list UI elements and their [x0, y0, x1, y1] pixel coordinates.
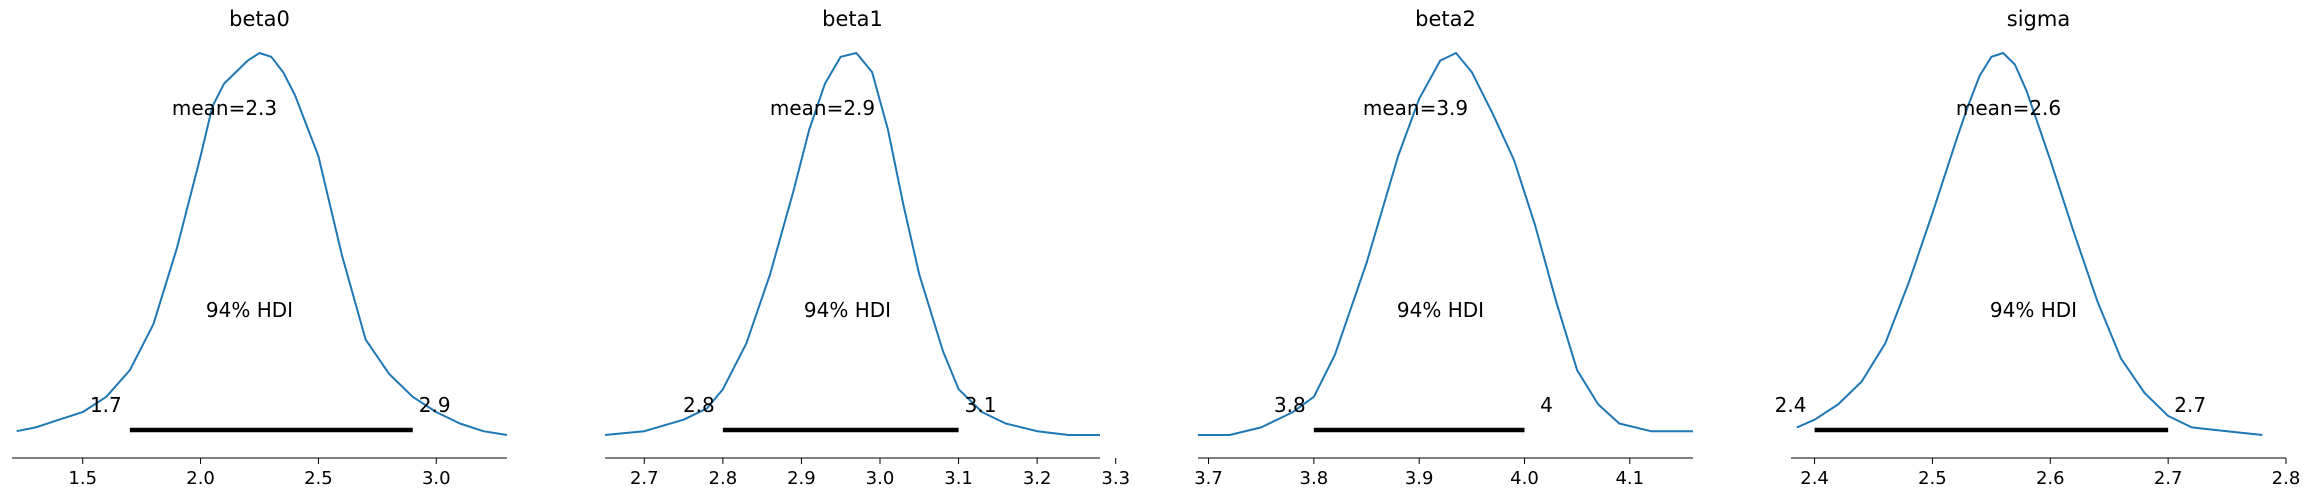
- mean-label: mean=3.9: [1363, 96, 1468, 120]
- panel-sigma: sigma mean=2.6 94% HDI 2.4 2.7 2.4 2.5 2.6 2.7 2.…: [1775, 7, 2301, 489]
- x-tick-label: 2.5: [304, 468, 333, 489]
- hdi-label: 94% HDI: [206, 298, 293, 322]
- hdi-low-label: 2.8: [683, 393, 715, 417]
- mean-label: mean=2.9: [770, 96, 875, 120]
- density-curve: [16, 52, 508, 436]
- hdi-label: 94% HDI: [1397, 298, 1484, 322]
- x-tick-label: 3.0: [422, 468, 451, 489]
- hdi-high-label: 4: [1540, 393, 1553, 417]
- hdi-label: 94% HDI: [804, 298, 891, 322]
- x-tick-label: 4.1: [1615, 468, 1644, 489]
- panel-beta1: beta1 mean=2.9 94% HDI 2.8 3.1 2.7 2.8 2.9 3.0 3.…: [604, 7, 1130, 489]
- x-tick-label: 2.7: [630, 468, 659, 489]
- x-tick-label: 2.4: [1800, 468, 1829, 489]
- hdi-low-label: 1.7: [90, 393, 122, 417]
- panel-title: beta0: [229, 7, 290, 31]
- x-tick-label: 2.7: [2154, 468, 2183, 489]
- density-curve: [1796, 52, 2263, 436]
- panel-title: beta2: [1415, 7, 1476, 31]
- hdi-label: 94% HDI: [1990, 298, 2077, 322]
- x-tick-label: 3.0: [866, 468, 895, 489]
- x-tick-label: 2.8: [709, 468, 738, 489]
- x-tick-label: 1.5: [68, 468, 97, 489]
- x-tick-label: 2.6: [2036, 468, 2065, 489]
- x-tick-label: 2.8: [2272, 468, 2301, 489]
- hdi-high-label: 3.1: [965, 393, 997, 417]
- x-tick-label: 2.0: [186, 468, 215, 489]
- x-tick-label: 3.3: [1101, 468, 1130, 489]
- x-tick-label: 3.7: [1194, 468, 1223, 489]
- x-tick-label: 2.9: [787, 468, 816, 489]
- x-tick-label: 3.2: [1023, 468, 1052, 489]
- mean-label: mean=2.6: [1956, 96, 2061, 120]
- panel-title: beta1: [822, 7, 883, 31]
- panel-beta2: beta2 mean=3.9 94% HDI 3.8 4 3.7 3.8 3.9 4.0 4.1: [1194, 7, 1693, 489]
- hdi-high-label: 2.7: [2174, 393, 2206, 417]
- density-curve: [604, 52, 1100, 436]
- x-tick-label: 2.5: [1918, 468, 1947, 489]
- panel-title: sigma: [2007, 7, 2070, 31]
- x-tick-label: 3.8: [1300, 468, 1329, 489]
- hdi-low-label: 2.4: [1775, 393, 1807, 417]
- density-curve: [1198, 52, 1693, 436]
- x-tick-label: 4.0: [1510, 468, 1539, 489]
- panel-beta0: beta0 mean=2.3 94% HDI 1.7 2.9 1.5 2.0 2.5 3.0: [12, 7, 508, 489]
- x-tick-label: 3.1: [944, 468, 973, 489]
- mean-label: mean=2.3: [172, 96, 277, 120]
- x-tick-label: 3.9: [1405, 468, 1434, 489]
- hdi-high-label: 2.9: [419, 393, 451, 417]
- hdi-low-label: 3.8: [1274, 393, 1306, 417]
